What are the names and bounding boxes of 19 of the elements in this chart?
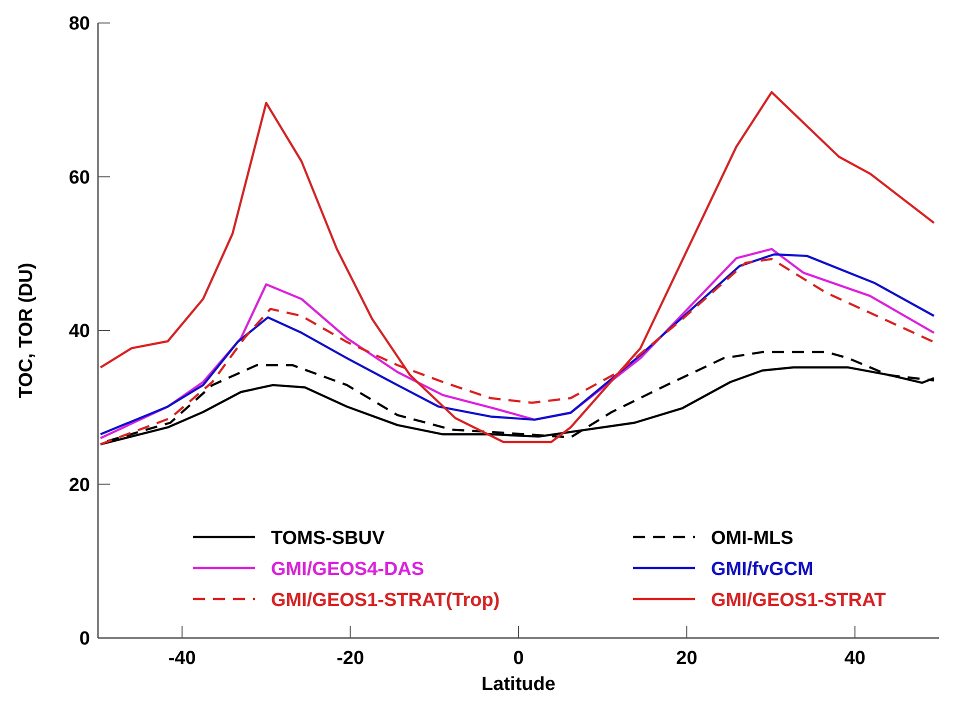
x-tick-label: 0 — [513, 648, 524, 669]
legend-label: TOMS-SBUV — [271, 528, 385, 549]
line-series — [99, 91, 936, 444]
legend-label: GMI/fvGCM — [711, 559, 814, 580]
y-tick-label: 20 — [68, 474, 90, 496]
y-tick-label: 80 — [68, 14, 90, 35]
legend-label: GMI/GEOS1-STRAT(Trop) — [271, 590, 500, 611]
y-axis-title: TOC, TOR (DU) — [16, 262, 37, 398]
y-tick-label: 0 — [79, 628, 90, 650]
legend-label: OMI-MLS — [711, 528, 794, 549]
x-tick-label: 40 — [844, 648, 866, 669]
x-tick-label: -20 — [336, 648, 364, 669]
x-tick-label: -40 — [168, 648, 196, 669]
legend-label: GMI/GEOS4-DAS — [271, 559, 424, 580]
x-axis-title: Latitude — [482, 674, 556, 695]
y-tick-label: 60 — [68, 167, 90, 188]
legend-label: GMI/GEOS1-STRAT — [711, 590, 886, 611]
y-tick-label: 40 — [68, 321, 90, 342]
x-tick-label: 20 — [676, 648, 698, 669]
